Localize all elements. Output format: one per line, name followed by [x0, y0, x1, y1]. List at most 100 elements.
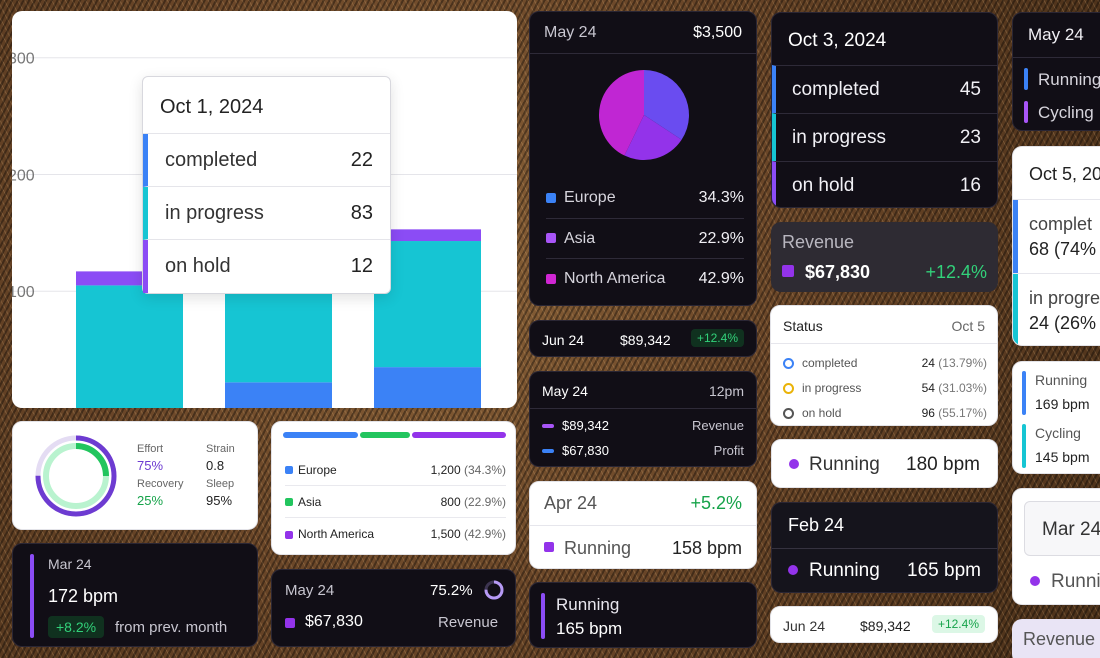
status-row-in-progress: in progress 23 — [772, 113, 997, 161]
accent-bar — [1013, 200, 1018, 273]
date-label: Mar 24 — [1042, 519, 1100, 540]
pie-row-europe: Europe 34.3% — [546, 178, 744, 219]
revenue-value: $89,342 — [562, 418, 609, 433]
sleep-value: 95% — [206, 493, 233, 508]
status-value: 96 — [921, 406, 935, 420]
oct5-status-card: Oct 5, 20 complet 68 (74% in progre 24 (… — [1012, 146, 1100, 346]
change-badge: +8.2% — [48, 616, 105, 638]
value: $89,342 — [860, 618, 911, 634]
dot-icon — [1030, 576, 1040, 586]
date-label: May 24 — [1028, 25, 1084, 44]
oct3-status-card: Oct 3, 2024 completed 45 in progress 23 … — [771, 12, 998, 208]
effort-ring-card: Effort 75% Strain 0.8 Recovery 25% Sleep… — [12, 421, 258, 530]
profit-label: Profit — [713, 443, 744, 458]
region-label: North America — [298, 527, 375, 541]
status-value: 54 — [921, 381, 935, 395]
bar-segment-in-progress[interactable] — [76, 285, 183, 408]
effort-value: 75% — [137, 458, 164, 473]
tooltip-row-in-progress: in progress 83 — [143, 187, 390, 240]
status-row-in-progress: in progress 54 (31.03%) — [783, 377, 987, 399]
tile-value: $67,830 — [805, 262, 871, 282]
pie-row-north-america: North America 42.9% — [546, 259, 744, 299]
bar-segment-completed[interactable] — [374, 367, 481, 408]
pie-chart — [599, 70, 689, 160]
pie-label: Asia — [564, 229, 596, 247]
feb-running-card: Feb 24 Running 165 bpm — [771, 502, 998, 593]
swatch-icon — [285, 466, 293, 475]
bar-segment-in-progress[interactable] — [374, 241, 481, 368]
revenue-value: $67,830 — [305, 613, 363, 630]
divider — [771, 343, 997, 344]
revenue-partial-card: Revenue — [1012, 619, 1100, 658]
date-label: Apr 24 — [544, 493, 598, 513]
region-row-asia: Asia 800 (22.9%) — [285, 486, 506, 518]
y-tick-label: 300 — [12, 51, 35, 68]
accent-bar — [541, 593, 545, 639]
accent-bar — [1024, 68, 1028, 90]
bar-segment-in-progress[interactable] — [225, 285, 332, 383]
tooltip-title: Oct 1, 2024 — [143, 77, 390, 134]
effort-label: Effort — [137, 443, 164, 455]
tile-title: Revenue — [782, 232, 855, 252]
pie-slice-north-america[interactable] — [599, 70, 644, 156]
status-label: in progress — [792, 126, 886, 148]
tooltip-row-on-hold: on hold 12 — [143, 240, 390, 293]
change-note: from prev. month — [115, 619, 228, 636]
effort-ring-icon — [35, 435, 117, 517]
pie-row-asia: Asia 22.9% — [546, 219, 744, 259]
pie-label: North America — [564, 270, 666, 287]
divider — [530, 525, 756, 526]
bar-segment-on-hold[interactable] — [374, 229, 481, 242]
pie-pct: 22.9% — [698, 229, 744, 247]
status-row-on-hold: on hold 96 (55.17%) — [783, 402, 987, 424]
date-label: Oct 3, 2024 — [788, 30, 887, 51]
bar-segment-europe — [283, 432, 359, 438]
region-label: Asia — [298, 494, 322, 509]
swatch-icon — [546, 233, 556, 244]
region-pct: (42.9%) — [463, 527, 506, 541]
status-pct: (13.79%) — [938, 356, 987, 370]
date-label: Mar 24 — [48, 556, 92, 572]
bpm-value: 180 bpm — [906, 454, 980, 475]
bar-segment-asia — [360, 432, 411, 438]
status-row-on-hold: on hold 16 — [772, 161, 997, 207]
value: $89,342 — [620, 332, 671, 348]
may-revenue-profit-card: May 24 12pm $89,342 Revenue $67,830 Prof… — [529, 371, 757, 467]
ring-icon — [783, 383, 794, 395]
tooltip-label: in progress — [165, 201, 264, 224]
region-value: 1,500 — [430, 527, 461, 541]
activity-label: Running — [809, 560, 880, 581]
status-list-card: Status Oct 5 completed 24 (13.79%) in pr… — [770, 305, 998, 426]
status-label: complet — [1029, 214, 1093, 234]
running-180-card: Running 180 bpm — [771, 439, 998, 488]
activity-label: Running — [564, 538, 632, 558]
revenue-line-icon — [542, 424, 554, 428]
strain-label: Strain — [206, 443, 235, 455]
strain-value: 0.8 — [206, 458, 225, 473]
status-row-completed: completed 45 — [772, 65, 997, 113]
profit-line-icon — [542, 449, 554, 453]
pie-slice-europe[interactable] — [644, 70, 689, 140]
tile-title: Revenue — [1023, 629, 1096, 649]
bpm-value: 172 bpm — [48, 586, 119, 606]
tooltip-label: on hold — [165, 255, 231, 277]
bar-segment-completed[interactable] — [225, 382, 332, 408]
tooltip-value: 83 — [350, 201, 373, 224]
apr-running-card: Apr 24 +5.2% Running 158 bpm — [529, 481, 757, 569]
pie-slice-asia[interactable] — [624, 115, 682, 160]
change-badge: +12.4% — [931, 615, 985, 633]
bar-segment-north-america — [412, 432, 507, 438]
date-label: Jun 24 — [783, 618, 826, 634]
y-tick-label: 100 — [12, 284, 35, 301]
status-value: 24 (26% — [1029, 313, 1097, 333]
pie-pct: 42.9% — [698, 270, 744, 287]
revenue-tile-card: Revenue $67,830 +12.4% — [771, 222, 998, 292]
progress-ring-icon — [484, 580, 504, 600]
stacked-bar-chart-card: 300 200 100 Oct 1, 2024 completed 22 in pr… — [12, 11, 517, 408]
status-label: in progre — [1029, 288, 1100, 308]
date-box — [1024, 501, 1100, 556]
y-tick-label: 200 — [12, 167, 35, 184]
date-label: Jun 24 — [542, 332, 585, 348]
recovery-value: 25% — [137, 493, 164, 508]
dot-icon — [788, 565, 798, 575]
